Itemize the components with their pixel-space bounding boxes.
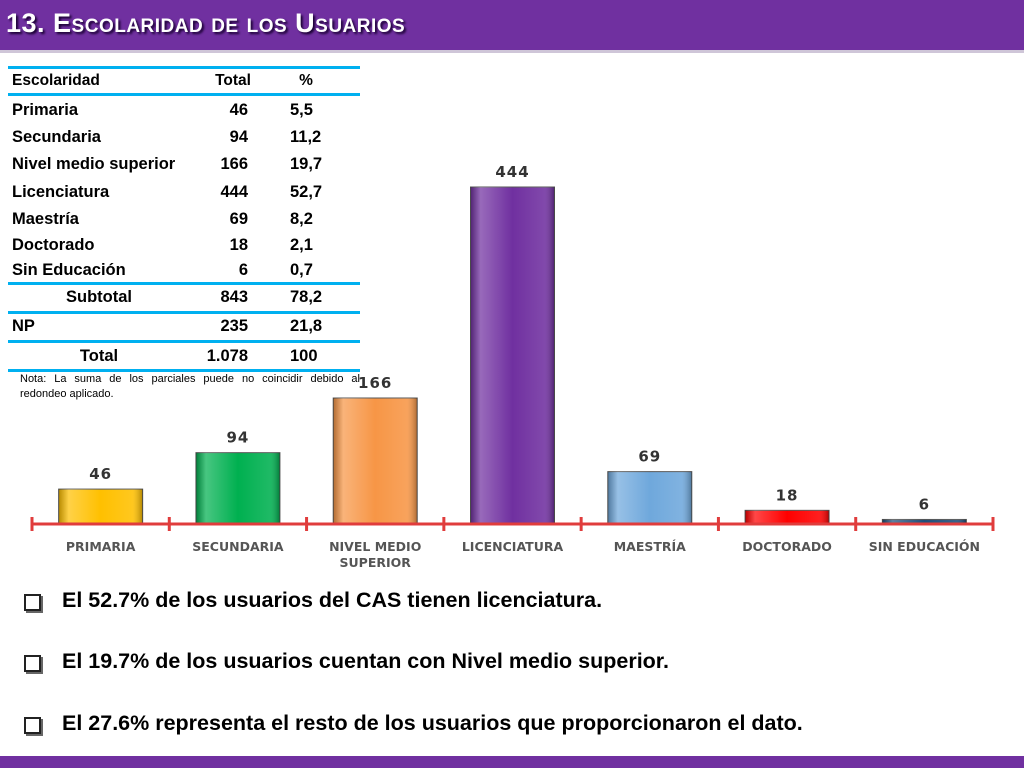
np-label: NP [12,317,35,335]
data-label-1: 94 [226,429,249,447]
header-escolaridad: Escolaridad [12,72,100,89]
row-total: 6 [238,261,248,279]
row-label: Maestría [12,210,79,228]
category-label-6: SIN EDUCACIÓN [869,539,980,554]
row-label: Primaria [12,101,79,119]
data-label-0: 46 [89,465,112,483]
header-pct: % [299,72,313,89]
bullet-text: El 19.7% de los usuarios cuentan con Niv… [62,649,669,673]
np-total: 235 [220,317,248,335]
total-label: Total [79,347,119,365]
total-row: Total 1.078 100 [8,344,360,370]
row-pct: 19,7 [290,155,323,173]
table-row: Maestría 69 8,2 [8,207,360,233]
row-label: Secundaria [12,128,101,146]
data-label-6: 6 [919,495,930,513]
row-total: 94 [229,128,248,146]
row-label: Sin Educación [12,261,126,279]
row-total: 166 [220,155,248,173]
table-header-row: Escolaridad Total % [8,69,360,95]
table-rule-top [8,66,360,69]
row-pct: 8,2 [290,210,313,228]
checkbox-bullet-icon [24,717,41,734]
category-label-0: PRIMARIA [66,539,136,554]
bar-shine-3 [470,187,555,524]
checkbox-bullet-icon [24,655,41,672]
data-label-2: 166 [358,374,392,392]
row-pct: 5,5 [290,101,313,119]
bar-shine-0 [58,489,143,524]
row-total: 18 [229,236,248,254]
subtotal-total: 843 [220,288,248,306]
table-row: Sin Educación 6 0,7 [8,258,360,284]
bar-shine-5 [745,510,830,524]
bullet-text: El 52.7% de los usuarios del CAS tienen … [62,588,603,612]
data-label-4: 69 [638,448,661,466]
bullet-text: El 27.6% representa el resto de los usua… [62,711,803,735]
data-label-3: 444 [495,163,529,181]
subtotal-label: Subtotal [66,288,132,306]
row-label: Licenciatura [12,183,110,201]
row-label: Nivel medio superior [12,155,176,173]
row-pct: 52,7 [290,183,323,201]
bar-shine-4 [607,471,692,524]
table-row: Primaria 46 5,5 [8,98,360,124]
subtotal-row: Subtotal 843 78,2 [8,285,360,311]
total-total: 1.078 [206,347,248,365]
category-label-2: NIVEL MEDIO SUPERIOR [329,539,421,570]
subtotal-pct: 78,2 [290,288,323,306]
bar-shine-1 [195,452,280,524]
title-divider [0,50,1024,53]
row-total: 46 [229,101,248,119]
total-pct: 100 [290,347,318,365]
title-bar: 13. Escolaridad de los Usuarios [0,0,1024,50]
category-label-1: SECUNDARIA [192,539,284,554]
category-label-3: LICENCIATURA [462,539,564,554]
table-row: Doctorado 18 2,1 [8,233,360,259]
table-rule-bottom [8,369,360,372]
table-rule-header [8,93,360,96]
row-pct: 2,1 [290,236,313,254]
row-total: 69 [229,210,248,228]
row-pct: 0,7 [290,261,313,279]
schooling-bar-chart: 46 PRIMARIA 94 SECUNDARIA 166 NIVEL MEDIO SUPE… [30,163,995,570]
checkbox-bullet-icon [24,594,41,611]
data-label-5: 18 [776,486,799,504]
table-row: Secundaria 94 11,2 [8,125,360,151]
np-row: NP 235 21,8 [8,314,360,340]
category-label-5: DOCTORADO [742,539,832,554]
category-label-4: MAESTRÍA [614,539,686,554]
row-pct: 11,2 [290,128,322,146]
np-pct: 21,8 [290,317,323,335]
table-row: Nivel medio superior 166 19,7 [8,152,360,178]
row-label: Doctorado [12,236,95,254]
table-rule-total [8,340,360,343]
row-total: 444 [220,183,248,201]
bar-shine-2 [333,398,418,524]
bar-shine-6 [882,519,967,524]
table-rule-subtotal [8,282,360,285]
rounding-note: Nota: La suma de los parciales puede no … [20,373,360,400]
table-row: Licenciatura 444 52,7 [8,180,360,206]
bottom-bar [0,756,1024,768]
header-total: Total [215,72,251,89]
table-rule-np [8,311,360,314]
page-title: 13. Escolaridad de los Usuarios [6,8,406,38]
